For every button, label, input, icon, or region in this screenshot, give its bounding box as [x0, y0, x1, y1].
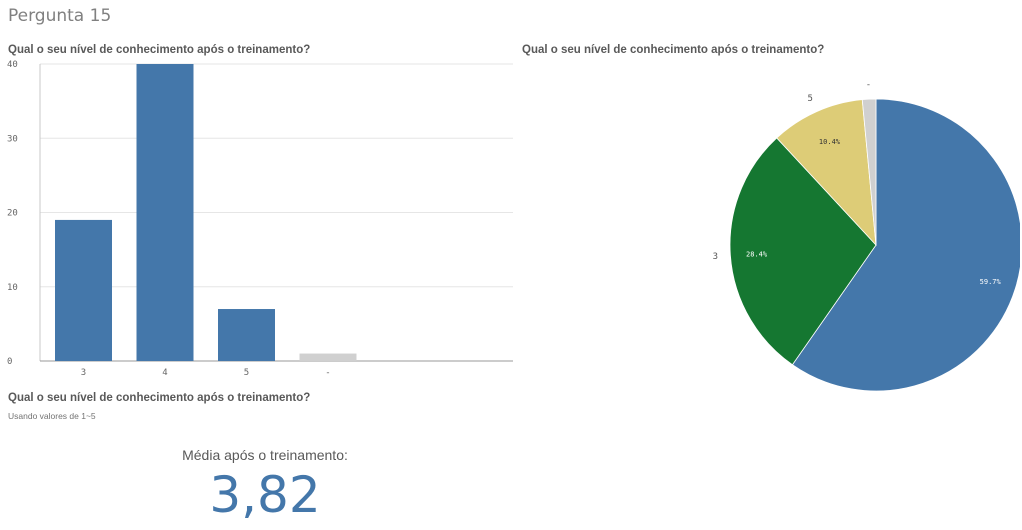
pie-slice-4	[791, 98, 1020, 392]
pie-slice-3	[729, 137, 877, 366]
bar-3	[55, 219, 112, 361]
pie-pct-label: 59.7%	[980, 278, 1002, 286]
pie-chart-title: Qual o seu nível de conhecimento após o …	[522, 44, 825, 56]
bar-chart-title: Qual o seu nível de conhecimento após o …	[8, 44, 311, 56]
y-tick-label: 40	[7, 60, 18, 70]
pie-pct-label: 28.4%	[746, 250, 768, 258]
kpi-title: Qual o seu nível de conhecimento após o …	[8, 392, 311, 404]
pie-slice--	[861, 98, 877, 246]
kpi-subtitle: Usando valores de 1~5	[8, 411, 96, 421]
bar-5	[218, 309, 275, 361]
y-tick-label: 30	[7, 134, 18, 144]
pie-slice-5	[776, 99, 877, 247]
pie-category-label: 5	[807, 94, 812, 104]
pie-category-label: -	[866, 80, 871, 90]
y-tick-label: 10	[7, 283, 18, 293]
pie-category-label: 3	[713, 252, 718, 262]
kpi-label: Média após o treinamento:	[182, 447, 348, 463]
x-tick-label: 3	[81, 368, 86, 378]
y-tick-label: 0	[7, 357, 12, 367]
bar-chart[interactable]: 0 10 20 30 40 3 4 5 -	[0, 58, 520, 384]
pie-pct-label: 10.4%	[819, 138, 841, 146]
pie-chart[interactable]: 59.7% 28.4% 3 10.4% 5 -	[650, 70, 1020, 400]
kpi-value: 3,82	[209, 466, 321, 524]
x-tick-label: 4	[162, 368, 167, 378]
x-tick-label: 5	[244, 368, 249, 378]
sheet-title: Pergunta 15	[8, 6, 112, 26]
bar--	[299, 353, 357, 361]
x-tick-label: -	[325, 368, 330, 378]
bar-4	[136, 64, 194, 361]
y-tick-label: 20	[7, 209, 18, 219]
